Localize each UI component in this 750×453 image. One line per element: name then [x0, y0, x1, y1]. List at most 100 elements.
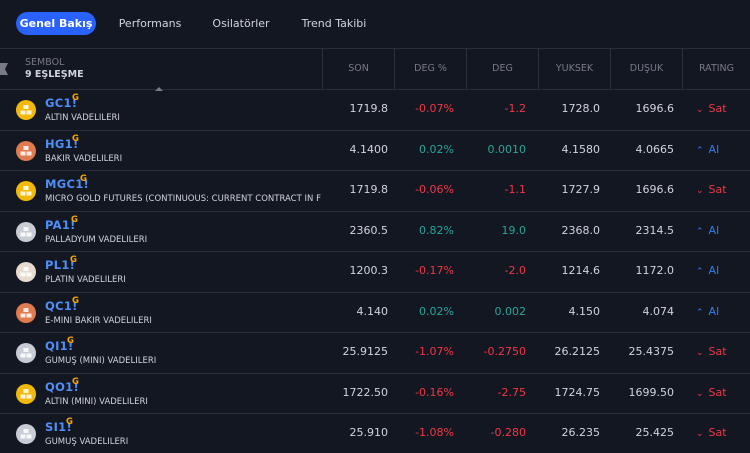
delayed-badge: G	[72, 133, 79, 144]
symbol-description: GÜMÜŞ VADELILERI	[45, 437, 129, 447]
chevron-down-icon: ⌄	[696, 348, 704, 358]
gold-bars-icon	[16, 181, 36, 201]
last-price: 1200.3	[349, 264, 389, 277]
change-value: 19.0	[501, 223, 527, 237]
symbol-description: BAKIR VADELILERI	[45, 153, 123, 164]
palladium-bars-icon	[16, 221, 36, 242]
change-value: -1.2	[504, 102, 526, 115]
column-header-rating[interactable]: RATING	[682, 49, 750, 89]
change-percent: 0.02%	[419, 304, 454, 318]
table-row[interactable]: PA1! G PALLADYUM VADELILERI 2360.5 0.82% 19.0…	[0, 212, 750, 252]
copper-bars-icon	[16, 302, 36, 323]
column-header-son[interactable]: SON	[322, 49, 394, 89]
table-row[interactable]: QC1! G E-MINI BAKIR VADELILERI 4.140 0.02% 0.…	[0, 293, 750, 333]
technical-rating[interactable]: ⌄ Sat	[696, 386, 727, 399]
gold-bars-icon	[16, 383, 36, 404]
table-row[interactable]: PL1! G PLATIN VADELILERI 1200.3 -0.17% -2.0 12…	[0, 252, 750, 293]
match-count: 9 EŞLEŞME	[25, 69, 84, 80]
tab-osilatorler[interactable]: Osilatörler	[212, 17, 270, 30]
technical-rating[interactable]: ⌄ Sat	[696, 345, 727, 358]
symbol-description: E-MINI BAKIR VADELILERI	[45, 315, 152, 326]
tab-bar: Genel Bakış Performans Osilatörler Trend…	[0, 0, 750, 48]
copper-bars-icon	[16, 140, 36, 161]
low-value: 25.4375	[628, 345, 675, 358]
delayed-badge: G	[72, 376, 79, 387]
rating-label: Sat	[708, 426, 727, 439]
delayed-badge: G	[71, 214, 78, 225]
delayed-badge: G	[66, 417, 73, 427]
chevron-down-icon: ⌄	[696, 105, 704, 115]
column-header-deg[interactable]: DEG	[466, 49, 538, 89]
column-header-yuksek[interactable]: YUKSEK	[538, 49, 610, 89]
change-value: -0.2750	[483, 345, 526, 358]
low-value: 1699.50	[628, 385, 675, 399]
high-value: 26.2125	[554, 345, 601, 358]
table-row[interactable]: QI1! G GÜMÜŞ (MINI) VADELILERI 25.9125 -1.07…	[0, 333, 750, 374]
change-percent: 0.82%	[419, 223, 454, 237]
symbol-ticker[interactable]: PL1!	[45, 258, 76, 272]
tab-genel-bakis[interactable]: Genel Bakış	[16, 12, 96, 35]
chevron-up-icon: ⌃	[696, 307, 704, 318]
change-percent: -1.08%	[415, 426, 454, 439]
tab-performans[interactable]: Performans	[118, 17, 182, 30]
flag-icon[interactable]	[0, 60, 8, 75]
symbol-column-header[interactable]: SEMBOL 9 EŞLEŞME	[25, 57, 84, 81]
technical-rating[interactable]: ⌃ Al	[696, 264, 719, 277]
last-price: 25.910	[349, 426, 389, 439]
delayed-badge: G	[72, 295, 79, 306]
chevron-down-icon: ⌄	[696, 186, 704, 196]
delayed-badge: G	[67, 336, 74, 346]
change-percent: -0.06%	[415, 183, 454, 196]
rating-label: Sat	[708, 385, 727, 399]
rating-label: Sat	[708, 183, 727, 196]
symbol-description: GÜMÜŞ (MINI) VADELILERI	[45, 356, 157, 366]
last-price: 4.140	[356, 304, 389, 318]
last-price: 1719.8	[349, 102, 389, 115]
column-header-dusuk[interactable]: DUŞUK	[610, 49, 682, 89]
change-value: -2.75	[497, 385, 526, 399]
change-percent: -0.07%	[415, 102, 454, 115]
technical-rating[interactable]: ⌃ Al	[696, 224, 719, 237]
symbol-ticker[interactable]: PA1!	[45, 217, 76, 232]
symbol-ticker[interactable]: SI1!	[45, 420, 73, 434]
tab-trend-takibi[interactable]: Trend Takibi	[301, 17, 367, 30]
chevron-down-icon: ⌄	[696, 388, 704, 399]
high-value: 1728.0	[561, 102, 601, 115]
technical-rating[interactable]: ⌄ Sat	[696, 183, 727, 196]
symbol-label: SEMBOL	[25, 57, 65, 68]
delayed-badge: G	[80, 174, 87, 184]
symbol-ticker[interactable]: HG1!	[45, 136, 79, 151]
technical-rating[interactable]: ⌄ Sat	[696, 426, 727, 439]
technical-rating[interactable]: ⌃ Al	[696, 305, 719, 318]
table-row[interactable]: QO1! G ALTIN (MINI) VADELILERI 1722.50 -0.16…	[0, 374, 750, 414]
technical-rating[interactable]: ⌄ Sat	[696, 102, 727, 115]
table-row[interactable]: HG1! G BAKIR VADELILERI 4.1400 0.02% 0.0010 4.…	[0, 131, 750, 171]
column-header-deg-pct[interactable]: DEG %	[394, 49, 466, 89]
high-value: 26.235	[561, 426, 601, 439]
last-price: 2360.5	[349, 223, 389, 237]
delayed-badge: G	[70, 255, 77, 265]
high-value: 1727.9	[561, 183, 601, 196]
low-value: 25.425	[635, 426, 675, 439]
last-price: 25.9125	[342, 345, 389, 358]
symbol-ticker[interactable]: MGC1!	[45, 177, 90, 191]
last-price: 1722.50	[342, 385, 389, 399]
rating-label: Sat	[708, 345, 727, 358]
symbol-ticker[interactable]: GC1!	[45, 96, 78, 110]
symbol-ticker[interactable]: QC1!	[45, 298, 78, 313]
table-row[interactable]: MGC1! G MICRO GOLD FUTURES (CONTINUOUS: CU…	[0, 171, 750, 212]
delayed-badge: G	[72, 93, 79, 103]
platinum-bars-icon	[16, 262, 36, 282]
technical-rating[interactable]: ⌃ Al	[696, 143, 719, 156]
high-value: 2368.0	[561, 223, 601, 237]
change-value: 0.002	[494, 304, 527, 318]
sort-indicator-icon	[155, 87, 163, 91]
high-value: 1214.6	[561, 264, 601, 277]
table-row[interactable]: SI1! G GÜMÜŞ VADELILERI 25.910 -1.08% -0.280 2…	[0, 414, 750, 453]
symbol-ticker[interactable]: QI1!	[45, 339, 74, 353]
change-value: -2.0	[504, 264, 526, 277]
table-row[interactable]: GC1! G ALTIN VADELILERI 1719.8 -0.07% -1.2 172…	[0, 90, 750, 131]
rating-label: Al	[708, 264, 720, 277]
change-value: -0.280	[490, 426, 526, 439]
symbol-ticker[interactable]: QO1!	[45, 379, 79, 394]
